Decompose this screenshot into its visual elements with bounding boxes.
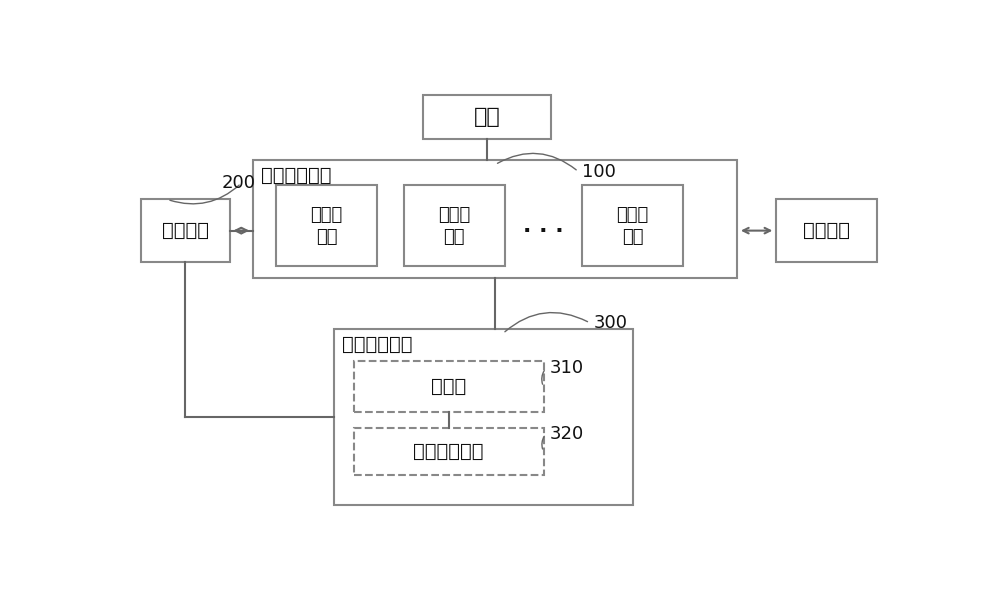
Bar — [354, 429, 544, 475]
Text: 200: 200 — [222, 174, 256, 192]
Text: 外部设备: 外部设备 — [803, 221, 850, 240]
Bar — [776, 200, 877, 262]
Bar — [354, 361, 544, 412]
Bar — [140, 200, 230, 262]
Text: . . .: . . . — [523, 216, 564, 236]
Text: 双向变
流器: 双向变 流器 — [616, 206, 649, 246]
Text: 电池管理单元: 电池管理单元 — [413, 442, 484, 461]
Bar — [276, 186, 377, 266]
Bar — [404, 186, 505, 266]
Text: 320: 320 — [550, 425, 584, 443]
Bar — [253, 160, 737, 278]
Text: 电池组: 电池组 — [431, 377, 466, 396]
Text: 310: 310 — [550, 359, 584, 377]
Text: 电网: 电网 — [474, 107, 501, 127]
Bar — [582, 186, 683, 266]
Text: 300: 300 — [594, 314, 628, 332]
Bar — [334, 329, 633, 505]
Text: 双向变
流器: 双向变 流器 — [310, 206, 343, 246]
Text: 100: 100 — [582, 163, 616, 181]
Bar — [423, 96, 551, 139]
Text: 电池供应模块: 电池供应模块 — [342, 335, 413, 353]
Text: 双向变流模块: 双向变流模块 — [261, 166, 331, 185]
Text: 控制模块: 控制模块 — [162, 221, 209, 240]
Text: 双向变
流器: 双向变 流器 — [438, 206, 471, 246]
